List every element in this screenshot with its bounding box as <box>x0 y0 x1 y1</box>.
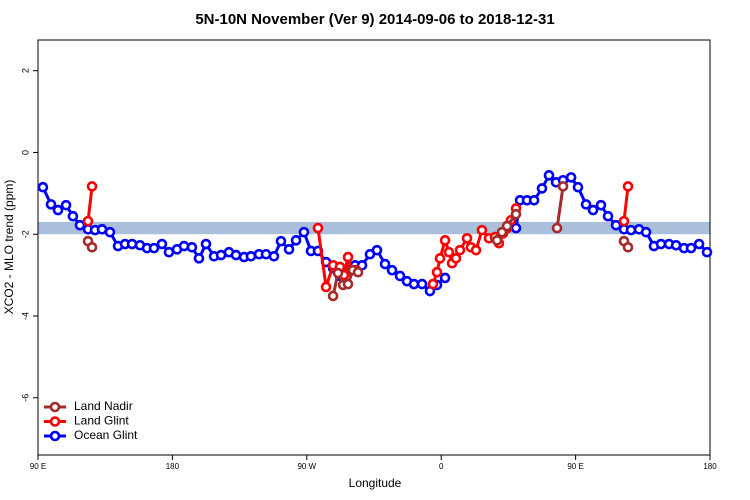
series-marker <box>510 222 522 234</box>
series-marker <box>86 181 98 192</box>
series-marker <box>595 199 607 211</box>
legend-marker <box>49 416 61 427</box>
series-marker <box>156 238 168 250</box>
series-marker <box>74 219 86 231</box>
series-marker <box>320 281 332 293</box>
series-marker <box>625 224 637 236</box>
y-tick-label: -6 <box>20 394 30 402</box>
series-marker <box>551 222 563 234</box>
legend-label: Ocean Glint <box>74 428 138 442</box>
series-marker <box>386 264 398 276</box>
series-marker <box>491 235 503 246</box>
series-marker <box>342 251 354 263</box>
series-marker <box>245 250 257 262</box>
series-marker <box>82 215 94 227</box>
series-marker <box>427 278 439 290</box>
x-tick-label: 180 <box>166 462 180 471</box>
series-marker <box>275 235 287 247</box>
chart-title: 5N-10N November (Ver 9) 2014-09-06 to 20… <box>195 11 554 28</box>
series-marker <box>434 253 446 264</box>
series-marker <box>565 172 577 183</box>
x-axis-label: Longitude <box>349 476 402 490</box>
series-marker <box>557 181 569 192</box>
series-marker <box>193 253 205 264</box>
series-marker <box>290 235 302 246</box>
y-tick-label: -2 <box>20 230 30 238</box>
series-marker <box>45 199 57 210</box>
series-marker <box>230 249 242 261</box>
series-marker <box>439 235 451 246</box>
series-marker <box>268 250 280 262</box>
series-marker <box>439 272 451 284</box>
series-marker <box>693 238 705 250</box>
series-marker <box>618 215 630 227</box>
series-marker <box>312 222 324 234</box>
x-tick-label: 180 <box>703 462 717 471</box>
series-marker <box>640 226 652 238</box>
series-marker <box>332 267 344 279</box>
series-marker <box>342 278 354 290</box>
series-marker <box>580 199 592 210</box>
series-marker <box>148 242 160 254</box>
series-marker <box>610 219 622 231</box>
series-marker <box>543 170 555 181</box>
series-marker <box>572 181 584 193</box>
series-marker <box>298 226 310 238</box>
series-marker <box>86 241 98 253</box>
x-tick-label: 0 <box>439 462 444 471</box>
series-marker <box>622 241 634 253</box>
series-marker <box>501 220 513 232</box>
series-marker <box>443 246 455 258</box>
series-marker <box>67 210 79 222</box>
series-marker <box>536 183 548 194</box>
x-tick-label: 90 E <box>567 462 583 471</box>
series-marker <box>371 244 383 256</box>
y-tick-label: -4 <box>20 312 30 320</box>
legend-marker <box>49 401 61 413</box>
series-marker <box>602 210 614 222</box>
series-marker <box>60 199 72 211</box>
x-tick-label: 90 E <box>30 462 46 471</box>
series-marker <box>394 270 406 282</box>
series-marker <box>327 290 339 302</box>
series-marker <box>528 194 540 206</box>
series-marker <box>510 208 522 220</box>
series-marker <box>200 238 212 250</box>
series-marker <box>52 204 64 216</box>
y-axis-label: XCO2 - MLO trend (ppm) <box>2 180 16 315</box>
series-marker <box>186 241 198 253</box>
series-marker <box>352 266 364 278</box>
legend-label: Land Nadir <box>74 399 133 413</box>
y-tick-label: 0 <box>20 150 30 155</box>
legend-label: Land Glint <box>74 414 129 428</box>
series-marker <box>431 266 443 278</box>
series-marker <box>587 204 599 216</box>
series-marker <box>685 242 697 254</box>
series-marker <box>416 278 428 290</box>
series-marker <box>701 246 713 258</box>
legend-marker <box>49 430 61 442</box>
series-marker <box>476 224 488 236</box>
series-marker <box>461 233 473 244</box>
series-marker <box>454 244 466 256</box>
series-marker <box>283 244 295 255</box>
series-marker <box>622 181 634 192</box>
y-tick-label: 2 <box>20 68 30 73</box>
series-marker <box>104 226 116 238</box>
series-marker <box>470 244 482 256</box>
series-marker <box>37 181 49 193</box>
series-marker <box>379 258 391 270</box>
series-marker <box>450 253 462 264</box>
reference-band <box>38 221 710 235</box>
plot-frame <box>37 39 711 456</box>
x-tick-label: 90 W <box>297 462 316 471</box>
